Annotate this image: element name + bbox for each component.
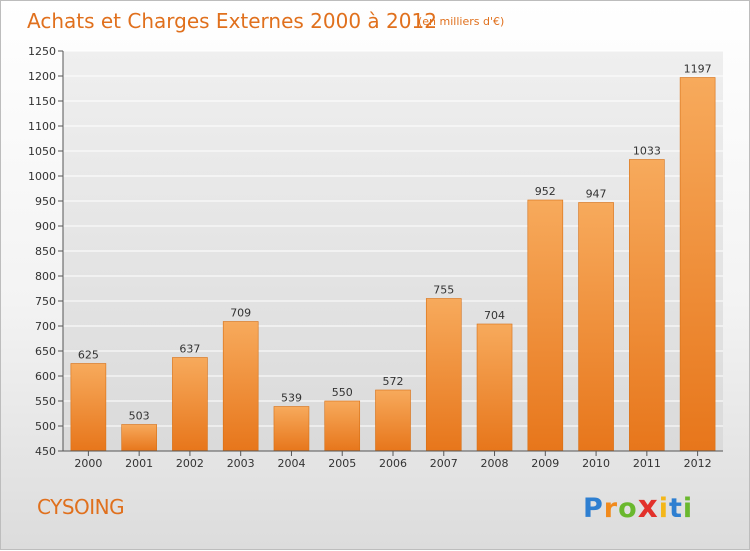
bar bbox=[70, 363, 107, 452]
bar bbox=[629, 159, 665, 452]
logo-letter: o bbox=[618, 493, 638, 524]
y-tick-label: 500 bbox=[35, 420, 56, 433]
bar bbox=[578, 202, 614, 452]
logo-letter: x bbox=[637, 489, 659, 525]
x-tick-label: 2002 bbox=[176, 457, 204, 470]
x-tick-label: 2000 bbox=[74, 457, 102, 470]
x-tick-label: 2003 bbox=[227, 457, 255, 470]
bar-value-label: 637 bbox=[179, 343, 200, 356]
bar bbox=[222, 321, 259, 452]
bar-value-label: 539 bbox=[281, 392, 302, 405]
bar-value-label: 550 bbox=[332, 386, 353, 399]
bar-value-label: 952 bbox=[535, 185, 556, 198]
y-tick-label: 650 bbox=[35, 345, 56, 358]
bar-value-label: 1197 bbox=[684, 63, 712, 76]
bar-value-label: 572 bbox=[383, 375, 404, 388]
logo-letter: r bbox=[603, 493, 619, 524]
bar bbox=[476, 323, 513, 452]
bar bbox=[273, 406, 310, 452]
bar bbox=[172, 357, 208, 452]
bar bbox=[324, 400, 361, 452]
logo-letter: i bbox=[682, 493, 694, 524]
bar bbox=[375, 389, 411, 452]
y-tick-label: 1200 bbox=[28, 70, 56, 83]
y-tick-label: 700 bbox=[35, 320, 56, 333]
y-tick-label: 800 bbox=[35, 270, 56, 283]
y-tick-label: 750 bbox=[35, 295, 56, 308]
chart-subtitle: (en milliers d'€) bbox=[418, 15, 505, 28]
x-tick-label: 2011 bbox=[633, 457, 661, 470]
x-tick-label: 2012 bbox=[684, 457, 712, 470]
bar-value-label: 947 bbox=[586, 188, 607, 201]
bar bbox=[121, 424, 157, 452]
x-tick-label: 2008 bbox=[481, 457, 509, 470]
y-tick-label: 600 bbox=[35, 370, 56, 383]
y-tick-label: 950 bbox=[35, 195, 56, 208]
y-tick-label: 550 bbox=[35, 395, 56, 408]
x-tick-label: 2010 bbox=[582, 457, 610, 470]
x-tick-label: 2006 bbox=[379, 457, 407, 470]
y-tick-label: 1050 bbox=[28, 145, 56, 158]
logo-letter: t bbox=[668, 493, 683, 524]
bar bbox=[425, 298, 462, 452]
y-tick-label: 850 bbox=[35, 245, 56, 258]
logo-letter: P bbox=[583, 493, 604, 524]
x-tick-label: 2004 bbox=[277, 457, 305, 470]
x-tick-label: 2007 bbox=[430, 457, 458, 470]
y-tick-label: 1250 bbox=[28, 45, 56, 58]
y-tick-label: 1000 bbox=[28, 170, 56, 183]
x-tick-label: 2001 bbox=[125, 457, 153, 470]
y-tick-label: 900 bbox=[35, 220, 56, 233]
y-tick-label: 450 bbox=[35, 445, 56, 458]
bar-value-label: 503 bbox=[129, 410, 150, 423]
bar-value-label: 704 bbox=[484, 309, 505, 322]
x-tick-label: 2009 bbox=[531, 457, 559, 470]
proxiti-logo: Proxiti bbox=[583, 489, 693, 525]
bar-value-label: 709 bbox=[230, 307, 251, 320]
bar bbox=[527, 199, 564, 452]
bar-value-label: 625 bbox=[78, 349, 99, 362]
city-name: CYSOING bbox=[37, 495, 125, 519]
bar-value-label: 1033 bbox=[633, 145, 661, 158]
x-tick-label: 2005 bbox=[328, 457, 356, 470]
bar bbox=[679, 77, 716, 452]
bar-value-label: 755 bbox=[433, 284, 454, 297]
y-tick-label: 1150 bbox=[28, 95, 56, 108]
y-tick-label: 1100 bbox=[28, 120, 56, 133]
logo-letter: i bbox=[658, 493, 669, 524]
chart-title: Achats et Charges Externes 2000 à 2012 bbox=[27, 9, 437, 33]
